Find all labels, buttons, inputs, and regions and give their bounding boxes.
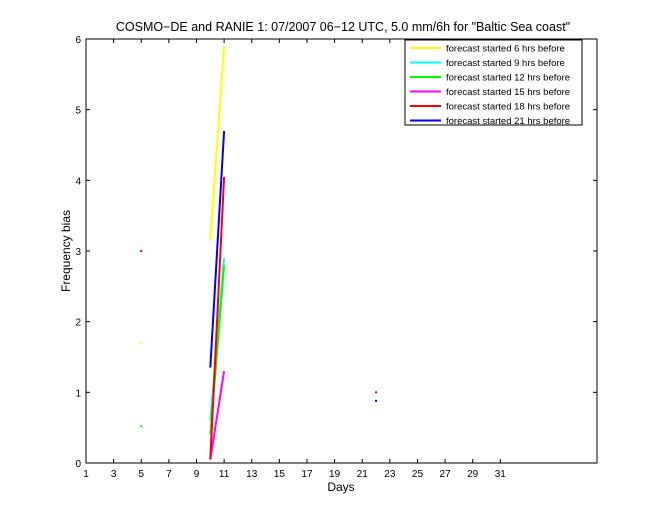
series-line [209, 176, 226, 460]
x-tick-label: 17 [301, 469, 313, 480]
legend-label: forecast started 21 hrs before [446, 116, 570, 127]
y-tick-label: 3 [75, 247, 81, 258]
series-line [209, 130, 226, 368]
legend-label: forecast started 6 hrs before [446, 44, 565, 55]
series-4 [209, 370, 226, 460]
x-tick-label: 23 [384, 469, 396, 480]
x-tick-label: 11 [219, 469, 230, 480]
x-tick-label: 13 [246, 469, 258, 480]
legend-label: forecast started 9 hrs before [446, 58, 565, 69]
y-axis-ticks: 0 1 2 3 4 5 6 [75, 35, 597, 470]
y-tick-label: 5 [75, 106, 81, 117]
y-tick-label: 6 [75, 35, 81, 46]
legend: forecast started 6 hrs before forecast st… [404, 39, 583, 127]
chart-title: COSMO−DE and RANIE 1: 07/2007 06−12 UTC,… [116, 20, 570, 34]
series-1 [140, 46, 226, 344]
data-point [375, 399, 378, 402]
legend-label: forecast started 12 hrs before [446, 73, 570, 84]
legend-label: forecast started 18 hrs before [446, 102, 570, 113]
series-line [209, 370, 226, 460]
y-tick-label: 1 [75, 388, 81, 399]
x-tick-label: 19 [329, 469, 341, 480]
y-tick-label: 4 [75, 176, 81, 187]
y-tick-label: 2 [75, 318, 81, 329]
data-point [375, 391, 378, 394]
legend-label: forecast started 15 hrs before [446, 87, 570, 98]
y-tick-label: 0 [75, 459, 81, 470]
data-point [140, 425, 143, 428]
x-tick-label: 31 [495, 469, 507, 480]
x-tick-label: 15 [274, 469, 286, 480]
y-axis-label: Frequency bias [59, 210, 73, 292]
series-layer [140, 46, 378, 460]
series-6 [209, 130, 378, 402]
legend-entries: forecast started 6 hrs before forecast st… [410, 44, 570, 127]
x-tick-label: 21 [357, 469, 369, 480]
data-point [140, 341, 143, 344]
x-tick-label: 25 [412, 469, 424, 480]
x-tick-label: 27 [440, 469, 452, 480]
series-5 [140, 176, 378, 460]
legend-box [404, 39, 583, 126]
data-point [140, 250, 143, 252]
x-tick-label: 29 [467, 469, 479, 480]
x-tick-label: 1 [83, 469, 89, 480]
series-line [209, 46, 226, 241]
x-axis-ticks: 1 3 5 7 9 11 13 15 17 19 21 23 25 27 29 31 [83, 39, 506, 480]
x-tick-label: 9 [194, 469, 200, 480]
x-tick-label: 5 [138, 469, 144, 480]
x-axis-label: Days [327, 480, 354, 494]
x-tick-label: 7 [166, 469, 172, 480]
x-tick-label: 3 [111, 469, 117, 480]
